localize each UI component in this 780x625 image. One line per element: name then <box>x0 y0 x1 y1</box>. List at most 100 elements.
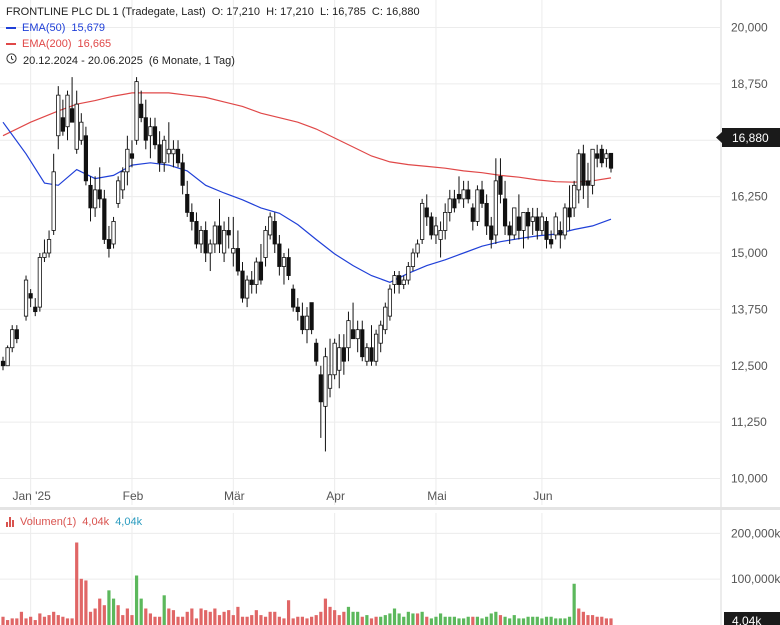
candle-body <box>525 212 531 227</box>
volume-bar <box>236 606 240 625</box>
candle <box>346 311 351 362</box>
candle-body <box>337 347 342 371</box>
volume-bar <box>498 615 503 625</box>
candle-body <box>217 225 222 245</box>
candle <box>102 189 107 244</box>
candle-body <box>46 239 52 254</box>
candle-body <box>23 279 29 317</box>
candle <box>572 180 577 217</box>
candle-body <box>120 171 125 191</box>
candle <box>139 90 144 123</box>
candle-body <box>558 230 563 236</box>
x-tick-label: Jun <box>533 489 552 503</box>
candle-body <box>194 221 199 245</box>
candle <box>590 148 595 195</box>
candle-body <box>106 239 112 249</box>
volume-bar <box>19 611 24 625</box>
volume-bar <box>356 611 360 625</box>
candle-body <box>443 212 448 231</box>
volume-bar <box>84 580 88 625</box>
candle <box>424 194 429 226</box>
volume-bar <box>462 618 466 625</box>
candle <box>249 271 254 294</box>
ema50-swatch <box>6 27 16 29</box>
candle <box>553 212 558 240</box>
volume-icon <box>6 517 14 527</box>
volume-bar <box>310 616 314 625</box>
candle-body <box>231 248 236 254</box>
volume-bar <box>125 608 129 625</box>
volume-bar <box>273 611 277 625</box>
volume-bar <box>374 616 378 625</box>
volume-bar <box>554 618 558 625</box>
volume-bar <box>181 616 185 625</box>
candle-body <box>125 148 130 173</box>
volume-bar <box>457 618 461 625</box>
volume-bar <box>448 616 452 625</box>
candle <box>88 176 93 222</box>
last-price-tag-arrow <box>716 132 722 143</box>
volume-bar <box>222 611 226 625</box>
volume-bar <box>88 611 93 625</box>
candle-body <box>360 329 365 358</box>
candle <box>507 221 512 244</box>
candle <box>208 239 213 272</box>
volume-bar <box>342 611 346 625</box>
volume-bar <box>240 616 245 625</box>
ema200-value: 16,665 <box>77 38 112 50</box>
candle <box>466 180 471 204</box>
candle <box>152 117 158 150</box>
volume-bar <box>604 618 608 625</box>
candle-body <box>65 94 70 128</box>
candle <box>314 338 319 366</box>
candle-body <box>341 347 346 362</box>
candle-body <box>410 252 416 267</box>
candle <box>231 216 236 267</box>
volume-bar <box>402 616 406 625</box>
volume-bar <box>517 618 521 625</box>
volume-label: Volumen(1) <box>20 516 77 528</box>
candle-body <box>171 148 176 155</box>
volume-bar <box>351 611 355 625</box>
candle-body <box>245 279 250 299</box>
candle-body <box>0 360 6 367</box>
last-price-label: 16,880 <box>732 131 769 145</box>
candle <box>51 153 56 235</box>
candle-body <box>281 257 287 267</box>
candle-body <box>429 216 434 236</box>
candle-body <box>175 148 181 164</box>
pane-separator <box>0 507 780 510</box>
candle-body <box>318 374 323 403</box>
candle <box>226 216 231 249</box>
candle-body <box>83 135 89 182</box>
candle-body <box>452 198 457 209</box>
candle <box>502 180 508 235</box>
volume-last-tag: 4,04k <box>724 612 780 625</box>
candle <box>516 194 521 240</box>
y-axis: 20,00018,75017,50016,25015,00013,75012,5… <box>731 21 768 486</box>
candle <box>129 140 135 168</box>
candle <box>97 167 102 208</box>
candle-body <box>567 207 572 218</box>
legend-ema50[interactable]: EMA(50) 15,679 <box>6 21 105 35</box>
ema50-value: 15,679 <box>71 22 106 34</box>
volume-bar <box>162 595 166 625</box>
candle-body <box>97 189 102 200</box>
legend-ema200[interactable]: EMA(200) 16,665 <box>6 37 111 51</box>
volume-bar <box>406 611 410 625</box>
volume-bar <box>65 618 70 625</box>
price-tick-label: 13,750 <box>731 302 768 316</box>
volume-bar <box>245 616 249 625</box>
candle-body <box>415 243 420 254</box>
volume-bar <box>379 616 383 625</box>
candle <box>387 284 393 321</box>
volume-bar <box>558 618 562 625</box>
volume-bar <box>392 608 397 625</box>
candle-body <box>507 225 512 236</box>
candle <box>0 356 6 371</box>
volume-bar <box>93 608 97 625</box>
volume-bar <box>383 615 387 625</box>
volume-tick-label: 200,000k <box>731 526 780 540</box>
volume-bar <box>254 610 258 625</box>
